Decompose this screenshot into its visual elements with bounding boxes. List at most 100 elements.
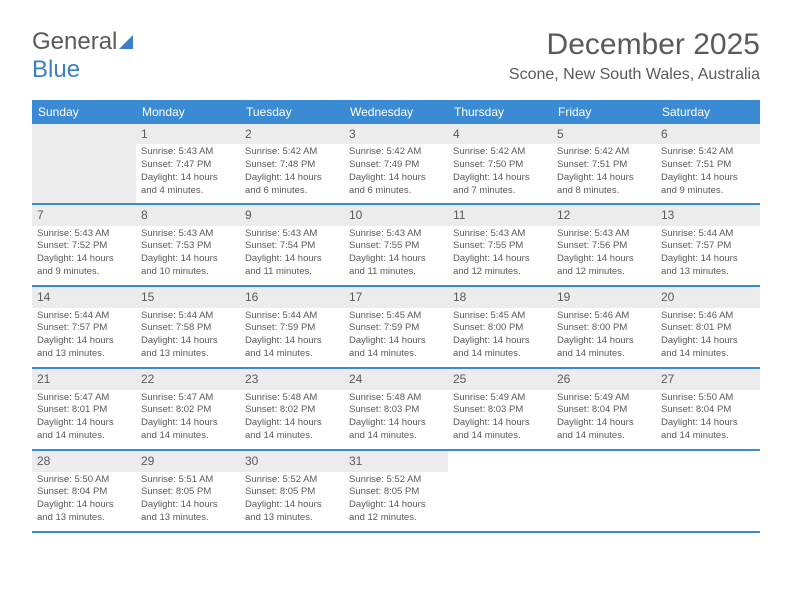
sunset-text: Sunset: 8:04 PM bbox=[661, 404, 755, 417]
daylight-text: and 14 minutes. bbox=[245, 348, 339, 361]
week-row: 28Sunrise: 5:50 AMSunset: 8:04 PMDayligh… bbox=[32, 451, 760, 533]
sunset-text: Sunset: 8:02 PM bbox=[245, 404, 339, 417]
week-row: 21Sunrise: 5:47 AMSunset: 8:01 PMDayligh… bbox=[32, 369, 760, 451]
daylight-text: and 14 minutes. bbox=[349, 348, 443, 361]
day-number: 30 bbox=[240, 451, 344, 471]
day-cell: 15Sunrise: 5:44 AMSunset: 7:58 PMDayligh… bbox=[136, 287, 240, 367]
day-header-fri: Friday bbox=[552, 100, 656, 124]
day-cell: 14Sunrise: 5:44 AMSunset: 7:57 PMDayligh… bbox=[32, 287, 136, 367]
sunrise-text: Sunrise: 5:44 AM bbox=[661, 228, 755, 241]
sunrise-text: Sunrise: 5:51 AM bbox=[141, 474, 235, 487]
day-cell: 7Sunrise: 5:43 AMSunset: 7:52 PMDaylight… bbox=[32, 205, 136, 285]
day-cell: 21Sunrise: 5:47 AMSunset: 8:01 PMDayligh… bbox=[32, 369, 136, 449]
daylight-text: and 9 minutes. bbox=[661, 185, 755, 198]
sunset-text: Sunset: 7:47 PM bbox=[141, 159, 235, 172]
day-number: 1 bbox=[136, 124, 240, 144]
daylight-text: and 14 minutes. bbox=[37, 430, 131, 443]
sunrise-text: Sunrise: 5:47 AM bbox=[37, 392, 131, 405]
day-cell: 10Sunrise: 5:43 AMSunset: 7:55 PMDayligh… bbox=[344, 205, 448, 285]
sunset-text: Sunset: 7:55 PM bbox=[349, 240, 443, 253]
day-number: 8 bbox=[136, 205, 240, 225]
day-cell: 16Sunrise: 5:44 AMSunset: 7:59 PMDayligh… bbox=[240, 287, 344, 367]
logo: General Blue bbox=[32, 28, 133, 84]
day-number: 15 bbox=[136, 287, 240, 307]
sunrise-text: Sunrise: 5:43 AM bbox=[453, 228, 547, 241]
sunset-text: Sunset: 7:51 PM bbox=[661, 159, 755, 172]
week-row: 14Sunrise: 5:44 AMSunset: 7:57 PMDayligh… bbox=[32, 287, 760, 369]
logo-text-2: Blue bbox=[32, 56, 80, 83]
day-cell: 17Sunrise: 5:45 AMSunset: 7:59 PMDayligh… bbox=[344, 287, 448, 367]
sunrise-text: Sunrise: 5:42 AM bbox=[245, 146, 339, 159]
sunrise-text: Sunrise: 5:42 AM bbox=[453, 146, 547, 159]
daylight-text: Daylight: 14 hours bbox=[37, 417, 131, 430]
daylight-text: and 13 minutes. bbox=[37, 348, 131, 361]
daylight-text: Daylight: 14 hours bbox=[557, 417, 651, 430]
day-number: 27 bbox=[656, 369, 760, 389]
sunset-text: Sunset: 7:57 PM bbox=[661, 240, 755, 253]
sunrise-text: Sunrise: 5:44 AM bbox=[37, 310, 131, 323]
daylight-text: and 13 minutes. bbox=[141, 512, 235, 525]
daylight-text: and 8 minutes. bbox=[557, 185, 651, 198]
daylight-text: Daylight: 14 hours bbox=[349, 172, 443, 185]
daylight-text: Daylight: 14 hours bbox=[557, 172, 651, 185]
daylight-text: Daylight: 14 hours bbox=[37, 499, 131, 512]
daylight-text: Daylight: 14 hours bbox=[349, 417, 443, 430]
daylight-text: Daylight: 14 hours bbox=[661, 172, 755, 185]
daylight-text: and 12 minutes. bbox=[557, 266, 651, 279]
sunrise-text: Sunrise: 5:49 AM bbox=[453, 392, 547, 405]
sunrise-text: Sunrise: 5:48 AM bbox=[349, 392, 443, 405]
daylight-text: Daylight: 14 hours bbox=[557, 253, 651, 266]
day-number: 29 bbox=[136, 451, 240, 471]
day-cell bbox=[32, 124, 136, 203]
daylight-text: and 14 minutes. bbox=[245, 430, 339, 443]
sunrise-text: Sunrise: 5:45 AM bbox=[349, 310, 443, 323]
day-cell: 25Sunrise: 5:49 AMSunset: 8:03 PMDayligh… bbox=[448, 369, 552, 449]
daylight-text: and 11 minutes. bbox=[349, 266, 443, 279]
sunrise-text: Sunrise: 5:45 AM bbox=[453, 310, 547, 323]
sunrise-text: Sunrise: 5:44 AM bbox=[245, 310, 339, 323]
day-number: 20 bbox=[656, 287, 760, 307]
sunrise-text: Sunrise: 5:47 AM bbox=[141, 392, 235, 405]
day-number: 2 bbox=[240, 124, 344, 144]
daylight-text: and 14 minutes. bbox=[453, 348, 547, 361]
sunset-text: Sunset: 8:00 PM bbox=[453, 322, 547, 335]
sunrise-text: Sunrise: 5:43 AM bbox=[141, 228, 235, 241]
sunrise-text: Sunrise: 5:49 AM bbox=[557, 392, 651, 405]
logo-text-1: General bbox=[32, 28, 117, 55]
sunrise-text: Sunrise: 5:46 AM bbox=[557, 310, 651, 323]
daylight-text: Daylight: 14 hours bbox=[37, 335, 131, 348]
day-cell: 12Sunrise: 5:43 AMSunset: 7:56 PMDayligh… bbox=[552, 205, 656, 285]
daylight-text: Daylight: 14 hours bbox=[141, 417, 235, 430]
day-header-row: Sunday Monday Tuesday Wednesday Thursday… bbox=[32, 100, 760, 124]
day-number: 19 bbox=[552, 287, 656, 307]
daylight-text: and 6 minutes. bbox=[245, 185, 339, 198]
daylight-text: and 14 minutes. bbox=[453, 430, 547, 443]
daylight-text: and 9 minutes. bbox=[37, 266, 131, 279]
sunrise-text: Sunrise: 5:43 AM bbox=[141, 146, 235, 159]
daylight-text: Daylight: 14 hours bbox=[245, 499, 339, 512]
day-cell: 20Sunrise: 5:46 AMSunset: 8:01 PMDayligh… bbox=[656, 287, 760, 367]
day-cell: 8Sunrise: 5:43 AMSunset: 7:53 PMDaylight… bbox=[136, 205, 240, 285]
daylight-text: and 7 minutes. bbox=[453, 185, 547, 198]
sunrise-text: Sunrise: 5:44 AM bbox=[141, 310, 235, 323]
day-cell: 26Sunrise: 5:49 AMSunset: 8:04 PMDayligh… bbox=[552, 369, 656, 449]
day-number: 13 bbox=[656, 205, 760, 225]
day-cell: 28Sunrise: 5:50 AMSunset: 8:04 PMDayligh… bbox=[32, 451, 136, 531]
month-title: December 2025 bbox=[509, 28, 760, 62]
daylight-text: and 10 minutes. bbox=[141, 266, 235, 279]
daylight-text: Daylight: 14 hours bbox=[661, 417, 755, 430]
day-number: 26 bbox=[552, 369, 656, 389]
daylight-text: and 13 minutes. bbox=[37, 512, 131, 525]
sunset-text: Sunset: 7:49 PM bbox=[349, 159, 443, 172]
sunset-text: Sunset: 7:58 PM bbox=[141, 322, 235, 335]
sunrise-text: Sunrise: 5:46 AM bbox=[661, 310, 755, 323]
sunset-text: Sunset: 7:54 PM bbox=[245, 240, 339, 253]
day-header-sat: Saturday bbox=[656, 100, 760, 124]
day-number: 24 bbox=[344, 369, 448, 389]
day-number: 16 bbox=[240, 287, 344, 307]
daylight-text: and 13 minutes. bbox=[661, 266, 755, 279]
day-cell: 5Sunrise: 5:42 AMSunset: 7:51 PMDaylight… bbox=[552, 124, 656, 203]
daylight-text: and 14 minutes. bbox=[661, 430, 755, 443]
daylight-text: and 12 minutes. bbox=[453, 266, 547, 279]
day-number: 22 bbox=[136, 369, 240, 389]
